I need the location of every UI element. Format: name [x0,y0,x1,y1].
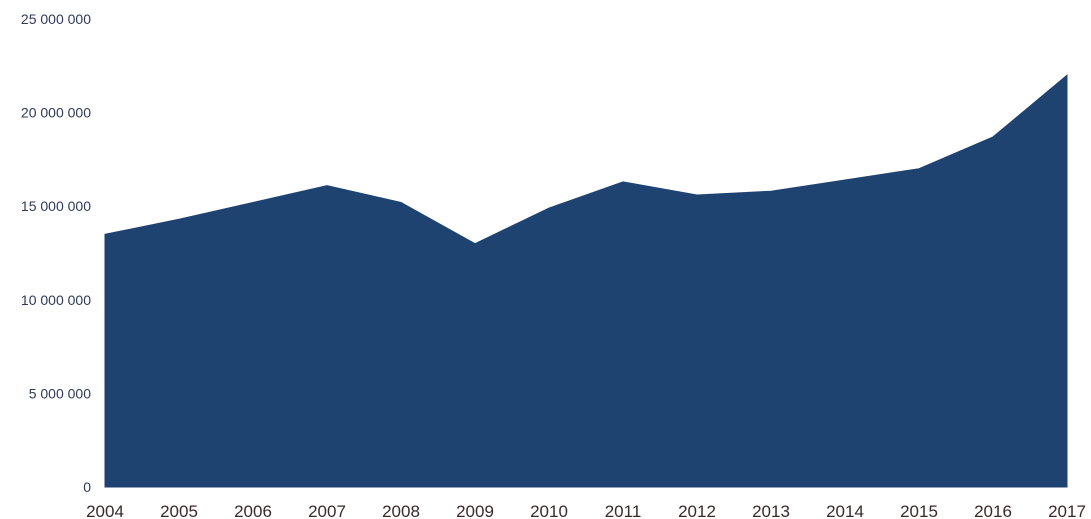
x-tick-label: 2010 [530,502,568,519]
x-tick-label: 2012 [678,502,716,519]
x-tick-label: 2007 [308,502,346,519]
x-tick-label: 2009 [456,502,494,519]
x-tick-label: 2004 [86,502,124,519]
y-tick-label: 20 000 000 [21,105,91,121]
y-tick-label: 25 000 000 [21,11,91,27]
x-tick-label: 2017 [1048,502,1086,519]
x-tick-label: 2014 [826,502,864,519]
x-tick-label: 2013 [752,502,790,519]
area-series-0 [104,74,1068,488]
y-tick-label: 10 000 000 [21,292,91,308]
y-tick-label: 5 000 000 [29,385,91,401]
x-tick-label: 2011 [605,502,642,519]
x-tick-label: 2016 [974,502,1012,519]
x-tick-label: 2008 [382,502,420,519]
x-tick-label: 2006 [234,502,272,519]
x-tick-label: 2005 [160,502,198,519]
x-tick-label: 2015 [900,502,938,519]
y-tick-label: 0 [83,479,91,495]
y-tick-label: 15 000 000 [21,198,91,214]
